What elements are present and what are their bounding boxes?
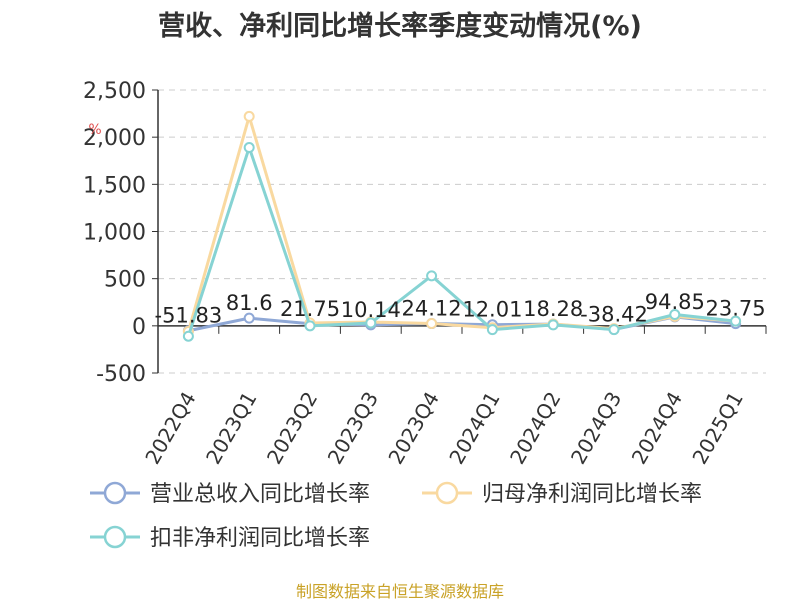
legend-item[interactable]: 营业总收入同比增长率 — [90, 481, 370, 507]
data-label: -38.42 — [580, 302, 648, 326]
x-tick-label: 2024Q2 — [505, 388, 565, 469]
data-point — [365, 317, 377, 329]
data-point — [486, 324, 498, 336]
data-label: 18.28 — [523, 297, 583, 321]
legend-label: 营业总收入同比增长率 — [150, 482, 370, 507]
chart-title: 营收、净利同比增长率季度变动情况(%) — [158, 11, 642, 42]
legend-item[interactable]: 扣非净利润同比增长率 — [90, 525, 370, 551]
data-point — [243, 312, 255, 324]
data-label: 23.75 — [706, 297, 766, 321]
y-axis-unit-label: % — [88, 122, 101, 138]
legend-swatch-marker — [435, 481, 459, 505]
data-point — [608, 324, 620, 336]
data-point — [547, 319, 559, 331]
data-point — [730, 315, 742, 327]
data-point — [182, 330, 194, 342]
legend-swatch-marker — [103, 481, 127, 505]
y-tick-label: 2,000 — [83, 126, 146, 151]
series-lines — [182, 110, 742, 342]
data-label: 21.75 — [280, 297, 340, 321]
data-point — [426, 317, 438, 329]
x-tick-label: 2023Q4 — [383, 387, 443, 468]
x-tick-label: 2024Q4 — [627, 388, 687, 469]
data-point — [243, 110, 255, 122]
x-tick-label: 2023Q3 — [323, 388, 383, 469]
data-label: 94.85 — [645, 290, 705, 314]
legend-swatch-marker — [103, 525, 127, 549]
legend-item[interactable]: 归母净利润同比增长率 — [422, 481, 702, 507]
x-tick-label: 2024Q1 — [444, 388, 504, 469]
x-tick-label: 2023Q1 — [201, 388, 261, 469]
x-tick-label: 2022Q4 — [140, 388, 200, 469]
data-label: 81.6 — [226, 291, 273, 315]
data-point — [243, 142, 255, 154]
y-tick-label: 0 — [132, 315, 146, 340]
y-tick-label: 2,500 — [83, 79, 146, 104]
source-note: 制图数据来自恒生聚源数据库 — [295, 582, 504, 601]
y-tick-label: 500 — [104, 268, 146, 293]
y-tick-label: 1,500 — [83, 173, 146, 198]
legend-label: 扣非净利润同比增长率 — [150, 526, 370, 551]
y-tick-label: 1,000 — [83, 221, 146, 246]
data-point — [426, 270, 438, 282]
y-tick-label: -500 — [96, 362, 146, 387]
x-tick-label: 2025Q1 — [687, 388, 747, 469]
series-line-2 — [186, 146, 736, 337]
x-tick-label: 2023Q2 — [262, 388, 322, 469]
data-point — [304, 320, 316, 332]
data-label: 24.12 — [402, 297, 462, 321]
legend-label: 归母净利润同比增长率 — [482, 482, 702, 507]
data-label: 12.01 — [462, 298, 522, 322]
data-point — [669, 309, 681, 321]
data-label: 10.14 — [341, 298, 401, 322]
data-label: -51.83 — [155, 304, 223, 328]
x-tick-label: 2024Q3 — [566, 388, 626, 469]
